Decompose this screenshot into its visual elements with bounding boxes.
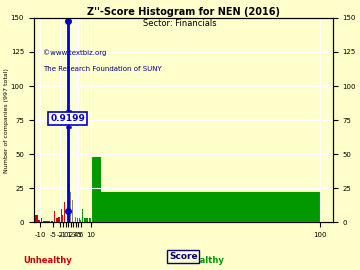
Bar bbox=[48, 221, 50, 222]
Bar bbox=[71, 198, 72, 222]
Bar bbox=[66, 45, 67, 222]
Bar bbox=[62, 215, 63, 222]
Bar bbox=[78, 218, 79, 222]
Bar bbox=[58, 217, 60, 222]
Bar bbox=[91, 157, 101, 222]
Bar bbox=[40, 218, 42, 222]
Bar bbox=[84, 218, 86, 222]
Bar bbox=[89, 218, 91, 222]
Bar bbox=[79, 218, 80, 222]
Text: The Research Foundation of SUNY: The Research Foundation of SUNY bbox=[43, 66, 162, 72]
Text: 0.9199: 0.9199 bbox=[50, 114, 85, 123]
Bar bbox=[77, 218, 78, 222]
Bar bbox=[35, 215, 37, 222]
Bar bbox=[76, 217, 77, 222]
Y-axis label: Number of companies (997 total): Number of companies (997 total) bbox=[4, 68, 9, 173]
Bar bbox=[70, 192, 71, 222]
Bar bbox=[91, 192, 320, 222]
Bar bbox=[45, 221, 48, 222]
Text: Score: Score bbox=[169, 252, 198, 261]
Title: Z''-Score Histogram for NEN (2016): Z''-Score Histogram for NEN (2016) bbox=[87, 7, 280, 17]
Bar bbox=[75, 217, 76, 222]
Text: Healthy: Healthy bbox=[187, 256, 224, 265]
Bar bbox=[86, 218, 88, 222]
Text: Unhealthy: Unhealthy bbox=[23, 256, 72, 265]
Bar bbox=[74, 213, 75, 222]
Bar bbox=[50, 221, 53, 222]
Bar bbox=[73, 210, 74, 222]
Bar bbox=[38, 220, 40, 222]
Bar bbox=[43, 221, 45, 222]
Bar bbox=[81, 209, 83, 222]
Bar bbox=[69, 184, 70, 222]
Text: Sector: Financials: Sector: Financials bbox=[143, 19, 217, 28]
Bar bbox=[63, 210, 64, 222]
Bar bbox=[64, 202, 66, 222]
Bar bbox=[80, 220, 81, 222]
Text: ©www.textbiz.org: ©www.textbiz.org bbox=[43, 49, 106, 56]
Bar bbox=[56, 218, 58, 222]
Bar bbox=[53, 211, 55, 222]
Bar bbox=[60, 209, 62, 222]
Bar bbox=[68, 198, 69, 222]
